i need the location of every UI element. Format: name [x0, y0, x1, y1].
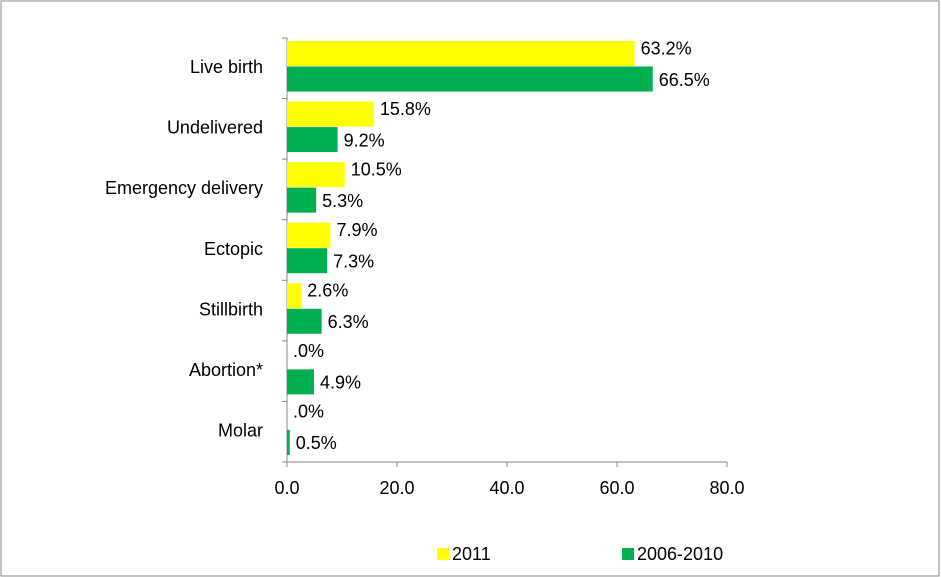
data-label: 10.5%	[351, 159, 402, 179]
y-tick-label: Live birth	[190, 57, 263, 77]
bar	[287, 429, 290, 455]
data-label: 2.6%	[307, 281, 348, 301]
y-tick-label: Ectopic	[204, 239, 263, 259]
data-label: 7.9%	[336, 220, 377, 240]
bar	[287, 162, 345, 188]
legend-swatch	[622, 548, 634, 560]
data-label: 6.3%	[328, 312, 369, 332]
data-label: 66.5%	[659, 70, 710, 90]
bar	[287, 222, 331, 248]
legend-swatch	[437, 548, 449, 560]
data-label: 7.3%	[333, 251, 374, 271]
data-label: 9.2%	[344, 130, 385, 150]
y-tick-label: Abortion*	[189, 360, 263, 380]
x-tick-label: 0.0	[274, 478, 299, 498]
bar	[287, 101, 374, 127]
bar	[287, 127, 338, 153]
data-label: .0%	[293, 402, 324, 422]
bar	[287, 187, 317, 213]
legend-label: 2006-2010	[637, 544, 723, 564]
bar	[287, 283, 302, 309]
y-tick-label: Molar	[218, 420, 263, 440]
data-label: 4.9%	[320, 373, 361, 393]
x-tick-label: 20.0	[379, 478, 414, 498]
data-label: 63.2%	[641, 38, 692, 58]
y-tick-label: Undelivered	[167, 118, 263, 138]
y-tick-label: Stillbirth	[199, 299, 263, 319]
bar	[287, 66, 653, 92]
data-label: 5.3%	[322, 191, 363, 211]
x-tick-label: 60.0	[599, 478, 634, 498]
y-tick-label: Emergency delivery	[105, 178, 263, 198]
x-tick-label: 40.0	[489, 478, 524, 498]
x-tick-label: 80.0	[709, 478, 744, 498]
legend-label: 2011	[452, 544, 491, 564]
bar	[287, 41, 635, 66]
bar	[287, 248, 328, 274]
data-label: 15.8%	[380, 99, 431, 119]
data-label: .0%	[293, 341, 324, 361]
bar	[287, 308, 322, 334]
bar	[287, 369, 314, 395]
data-label: 0.5%	[296, 433, 337, 453]
